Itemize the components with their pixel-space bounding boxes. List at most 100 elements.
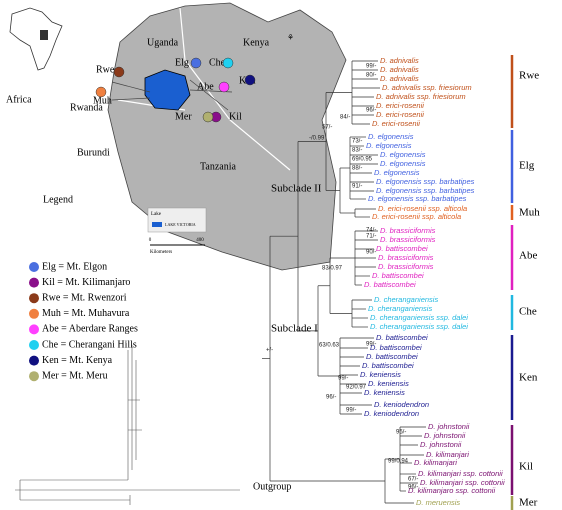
legend-label: Che = Cherangani Hills	[42, 339, 137, 350]
support-value: 96/-	[326, 395, 336, 401]
tip-label: D. kilimanjari ssp. cottonii	[418, 469, 503, 478]
tip-label: D. erici-rosenii	[372, 119, 420, 128]
map-label: Elg	[175, 57, 189, 68]
map-label: Abe	[197, 81, 214, 92]
map-label: Uganda	[147, 37, 179, 48]
subclade-label: Subclade I	[271, 323, 318, 335]
thumbnail-tree	[15, 345, 240, 505]
scale-unit: Kilometers	[150, 250, 172, 255]
support-value: 80/-	[366, 73, 376, 79]
support-value: 99/0.94	[388, 459, 409, 465]
support-value: 96/-	[366, 108, 376, 114]
tip-label: D. erici-rosenii	[376, 110, 424, 119]
tip-label: D. kilimanjaro ssp. cottonii	[408, 486, 495, 495]
scale-tick: 0	[149, 238, 152, 243]
map-label: Rwanda	[70, 102, 103, 113]
tip-label: D. elgonensis	[380, 159, 426, 168]
legend-dot	[29, 262, 39, 272]
legend-dot	[29, 324, 39, 335]
legend-dot	[29, 308, 39, 319]
tip-label: D. adnivalis ssp. friesiorum	[376, 92, 466, 101]
tip-label: D. erici-rosenii ssp. alticola	[372, 212, 461, 221]
tip-label: D. elgonensis	[374, 168, 420, 177]
site-dot	[190, 57, 202, 69]
tip-label: D. keniensis	[360, 370, 401, 379]
support-value: 92/0.97	[346, 385, 367, 391]
road	[111, 79, 233, 111]
support-value: 99/-	[346, 408, 356, 414]
tip-label: D. elgonensis	[380, 150, 426, 159]
scale-tick: 400	[196, 238, 204, 243]
legend-label: Mer = Mt. Meru	[42, 370, 108, 381]
tip-label: D. cheranganiensis ssp. dalei	[370, 322, 468, 331]
map-label: Tanzania	[200, 161, 237, 172]
tip-label: D. keniensis	[368, 379, 409, 388]
legend-dot	[29, 293, 39, 304]
legend-label: Ken = Mt. Kenya	[42, 355, 113, 366]
map-label: Che	[209, 57, 226, 68]
support-value: 83/-	[352, 148, 362, 154]
support-value: 67/-	[408, 477, 418, 483]
tip-label: D. adnivalis	[380, 56, 419, 65]
tip-label: D. adnivalis	[380, 65, 419, 74]
support-value: 99/-	[338, 376, 348, 382]
support-value: 63/0.63	[319, 343, 340, 349]
tip-label: D. johnstonii	[428, 422, 470, 431]
legend-label: Abe = Aberdare Ranges	[42, 324, 138, 335]
tip-label: D. kilimanjari ssp. cottonii	[420, 478, 505, 487]
map-label: Kil	[229, 111, 242, 122]
tip-label: D. battiscombei	[362, 361, 414, 370]
legend-dot	[29, 371, 39, 382]
clade-label: Elg	[519, 160, 535, 172]
support-value: 90/-	[366, 250, 376, 256]
support-value: 71/-	[366, 234, 376, 240]
lake	[144, 69, 191, 111]
support-value: +/-	[266, 348, 273, 354]
tip-label: D. elgonensis	[368, 132, 414, 141]
map-label: Rwe	[96, 64, 115, 75]
africa-highlight	[40, 30, 48, 40]
map-region	[107, 2, 347, 271]
tip-label: D. elgonensis ssp. barbatipes	[368, 194, 467, 203]
tip-label: D. cheranganiensis	[368, 304, 432, 313]
tip-label: D. battiscombei	[376, 244, 428, 253]
tip-label: D. battiscombei	[376, 333, 428, 342]
africa-inset	[9, 7, 63, 71]
support-value: 73/-	[352, 139, 362, 145]
lake-title: Lake	[151, 212, 162, 217]
tip-label: D. elgonensis	[366, 141, 412, 150]
map-label: Muh	[93, 95, 112, 106]
legend-title: Legend	[43, 194, 73, 205]
support-value: 99/-	[366, 64, 376, 70]
tip-label: D. keniodendron	[364, 409, 419, 418]
tip-label: D. keniodendron	[374, 400, 429, 409]
map-label: Burundi	[77, 147, 110, 158]
map-label: Mer	[175, 111, 192, 122]
subclade-label: Subclade II	[271, 183, 322, 195]
site-dot	[113, 66, 125, 78]
support-value: 69/0.95	[352, 157, 373, 163]
tip-label: D. meruensis	[416, 498, 460, 507]
tip-label: D. johnstonii	[424, 431, 466, 440]
support-value: 74/-	[366, 228, 376, 234]
tip-label: D. kilimanjari	[414, 458, 457, 467]
tip-label: D. battiscombei	[370, 343, 422, 352]
legend-dot	[29, 355, 39, 366]
map-label: Kenya	[243, 37, 270, 48]
tip-label: D. adnivalis	[380, 74, 419, 83]
support-value: 99/-	[366, 342, 376, 348]
tip-label: D. brassiciformis	[378, 262, 434, 271]
legend-dot	[29, 277, 39, 288]
inset-label: Africa	[6, 94, 32, 105]
site-dot	[222, 57, 234, 69]
tip-label: D. brassiciformis	[378, 253, 434, 262]
site-dot	[218, 81, 230, 93]
tip-label: D. erici-rosenii	[376, 101, 424, 110]
clade-label: Che	[519, 306, 537, 318]
tip-label: D. brassiciformis	[380, 235, 436, 244]
lake-item: LAKE VICTORIA	[165, 222, 196, 227]
border	[179, 7, 291, 171]
clade-label: Ken	[519, 372, 538, 384]
clade-label: Abe	[519, 250, 537, 262]
